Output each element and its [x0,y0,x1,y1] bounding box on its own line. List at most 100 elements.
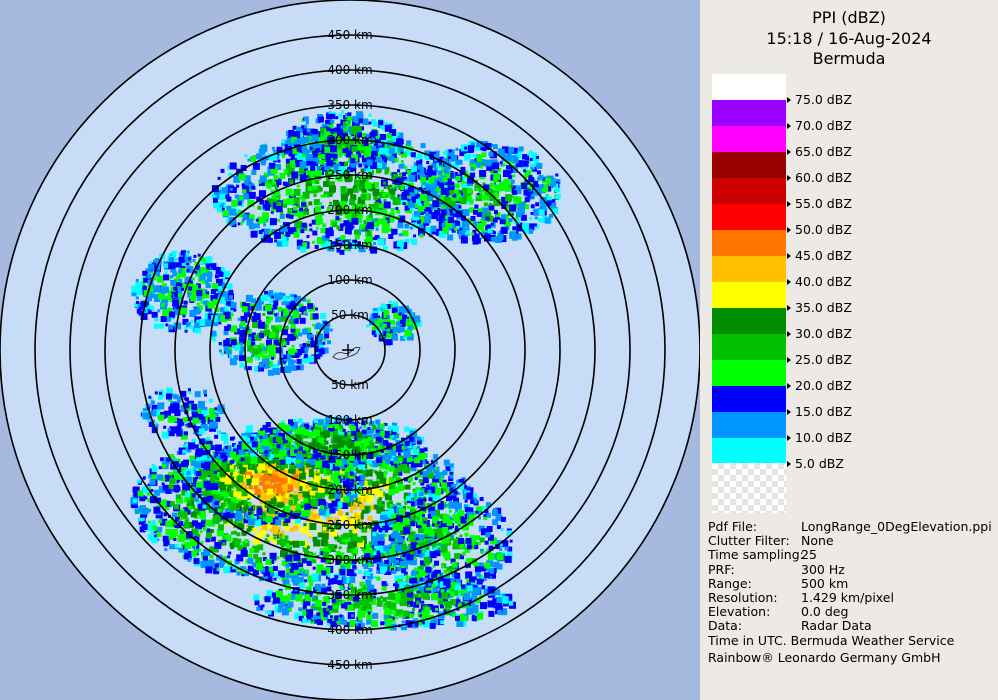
echo-cell [245,491,253,499]
echo-cell [315,530,319,534]
echo-cell [509,539,513,543]
echo-cell [279,455,283,460]
echo-cell [412,488,416,492]
echo-cell [388,476,395,483]
echo-cell [295,458,301,464]
echo-cell [276,241,282,247]
echo-cell [425,461,429,464]
echo-cell [200,456,206,463]
echo-cell [240,498,246,504]
echo-cell [311,493,317,499]
echo-cell [456,597,460,601]
echo-cell [494,540,502,548]
echo-cell [436,527,443,534]
echo-cell [433,454,439,460]
echo-cell [424,172,432,180]
echo-cell [280,446,284,450]
echo-cell [247,189,252,194]
echo-cell [194,444,199,449]
echo-cell [351,532,358,539]
echo-cell [480,579,484,583]
echo-cell [334,491,342,499]
echo-cell [263,471,268,476]
echo-cell [156,497,161,503]
echo-cell [295,503,302,510]
echo-cell [314,215,319,220]
echo-cell [330,621,337,628]
echo-cell [339,249,345,255]
echo-cell [403,527,411,535]
echo-cell [271,444,275,447]
echo-cell [454,512,458,516]
echo-cell [364,570,371,577]
echo-cell [247,557,254,564]
echo-cell [168,484,174,490]
echo-cell [134,505,140,511]
echo-cell [419,619,425,625]
echo-cell [241,219,245,223]
echo-cell [339,599,346,606]
echo-cell [393,562,397,566]
echo-cell [388,227,393,232]
echo-cell [295,434,302,441]
echo-cell [492,509,498,516]
echo-cell [178,547,184,553]
echo-cell [404,205,410,211]
echo-cell [476,562,484,570]
echo-cell [419,553,424,558]
echo-cell [332,199,339,206]
echo-cell [265,422,271,427]
echo-cell [361,595,367,601]
echo-cell [451,162,457,168]
echo-cell [337,580,343,586]
echo-cell [270,189,274,193]
echo-cell [340,186,347,192]
echo-cell [315,423,318,427]
echo-cell [176,524,181,529]
echo-cell [258,463,266,471]
echo-cell [198,503,206,511]
echo-cell [187,557,192,562]
echo-cell [396,209,401,214]
echo-cell [287,607,292,612]
echo-cell [235,501,242,508]
echo-cell [439,595,443,599]
echo-cell [401,540,406,545]
echo-cell [399,574,405,580]
echo-cell [277,596,285,603]
echo-cell [399,581,407,589]
echo-cell [250,437,258,445]
echo-cell [212,451,216,455]
echo-cell [251,562,257,568]
echo-cell [256,473,261,478]
echo-cell [223,566,231,574]
echo-cell [315,180,320,185]
echo-cell [255,519,263,526]
echo-cell [379,192,386,199]
echo-cell [248,505,252,509]
echo-cell [324,440,329,445]
echo-cell [373,181,379,188]
echo-cell [299,167,305,173]
echo-cell [396,550,400,554]
echo-cell [397,222,404,229]
echo-cell [271,592,277,598]
echo-cell [218,496,223,501]
echo-cell [223,498,230,505]
echo-cell [409,537,414,542]
echo-cell [493,605,497,609]
echo-cell [321,532,329,540]
echo-cell [410,516,415,521]
echo-cell [272,149,276,153]
echo-cell [248,553,252,558]
echo-cell [277,218,281,222]
echo-cell [399,543,407,551]
echo-cell [318,214,323,219]
echo-cell [424,530,428,535]
echo-cell [356,431,363,438]
echo-cell [217,508,222,513]
echo-cell [339,479,343,483]
echo-cell [280,225,288,233]
echo-cell [412,202,418,208]
echo-cell [209,529,214,533]
